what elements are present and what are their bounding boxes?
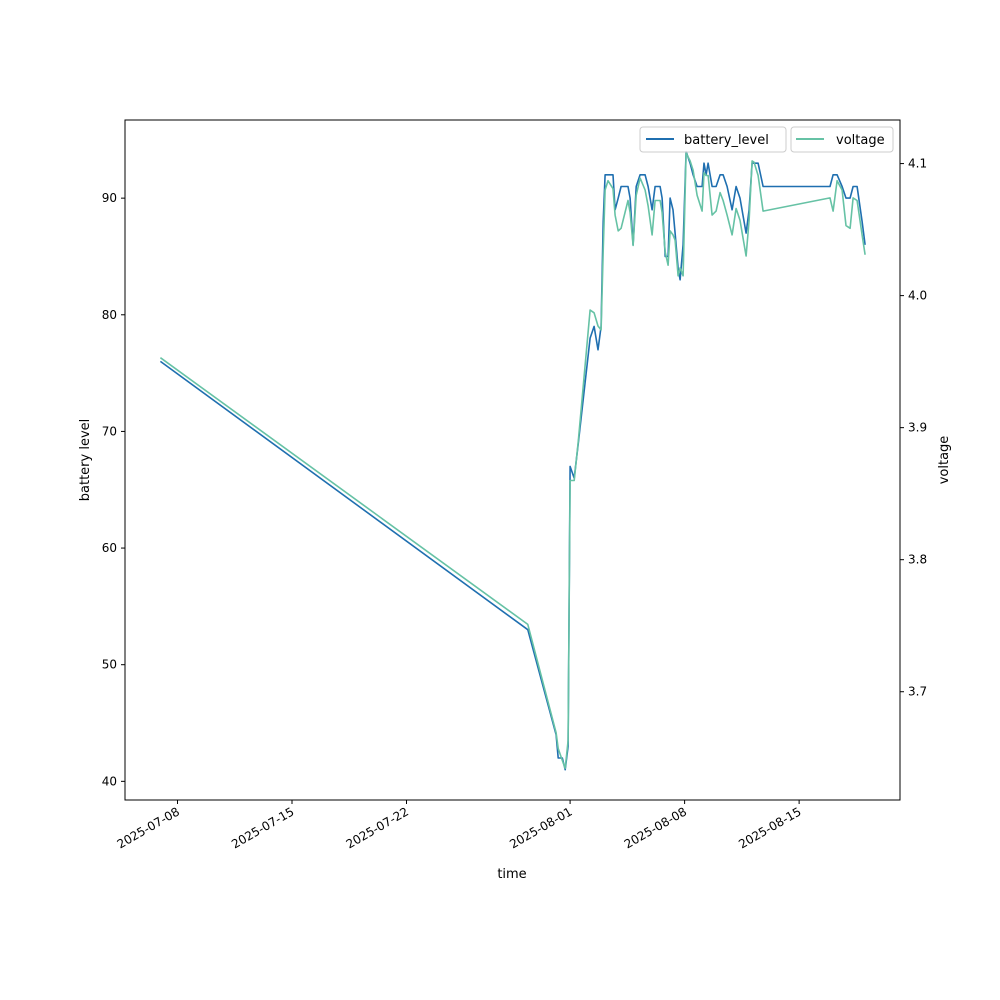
y-tick-label-right: 3.9 <box>908 421 927 435</box>
legend-voltage: voltage <box>790 126 894 153</box>
x-tick-label: 2025-08-08 <box>622 804 689 851</box>
y-axis-label-right: voltage <box>937 436 952 485</box>
legend-battery-label: battery_level <box>684 133 769 148</box>
y-tick-label-right: 4.0 <box>908 289 927 303</box>
series-line-battery-level <box>159 150 866 771</box>
y-tick-label-right: 4.1 <box>908 157 927 171</box>
legend-battery: battery_level <box>639 126 787 153</box>
y-tick-label-right: 3.8 <box>908 553 927 567</box>
x-tick-label: 2025-08-15 <box>736 804 803 851</box>
y-tick-label-left: 90 <box>102 191 117 205</box>
y-tick-label-right: 3.7 <box>908 685 927 699</box>
plot-frame <box>124 119 901 801</box>
legend-voltage-label: voltage <box>836 133 885 148</box>
y-tick-label-left: 50 <box>102 658 117 672</box>
y-axis-label-left: battery level <box>78 419 93 502</box>
x-tick-label: 2025-07-22 <box>344 804 411 851</box>
x-tick-label: 2025-07-08 <box>115 804 182 851</box>
y-tick-label-left: 60 <box>102 541 117 555</box>
x-tick-label: 2025-08-01 <box>507 804 574 851</box>
series-line-voltage <box>159 152 866 770</box>
y-tick-label-left: 70 <box>102 424 117 438</box>
x-axis-label: time <box>497 867 526 882</box>
y-tick-label-left: 80 <box>102 308 117 322</box>
y-tick-label-left: 40 <box>102 774 117 788</box>
x-tick-label: 2025-07-15 <box>229 804 296 851</box>
